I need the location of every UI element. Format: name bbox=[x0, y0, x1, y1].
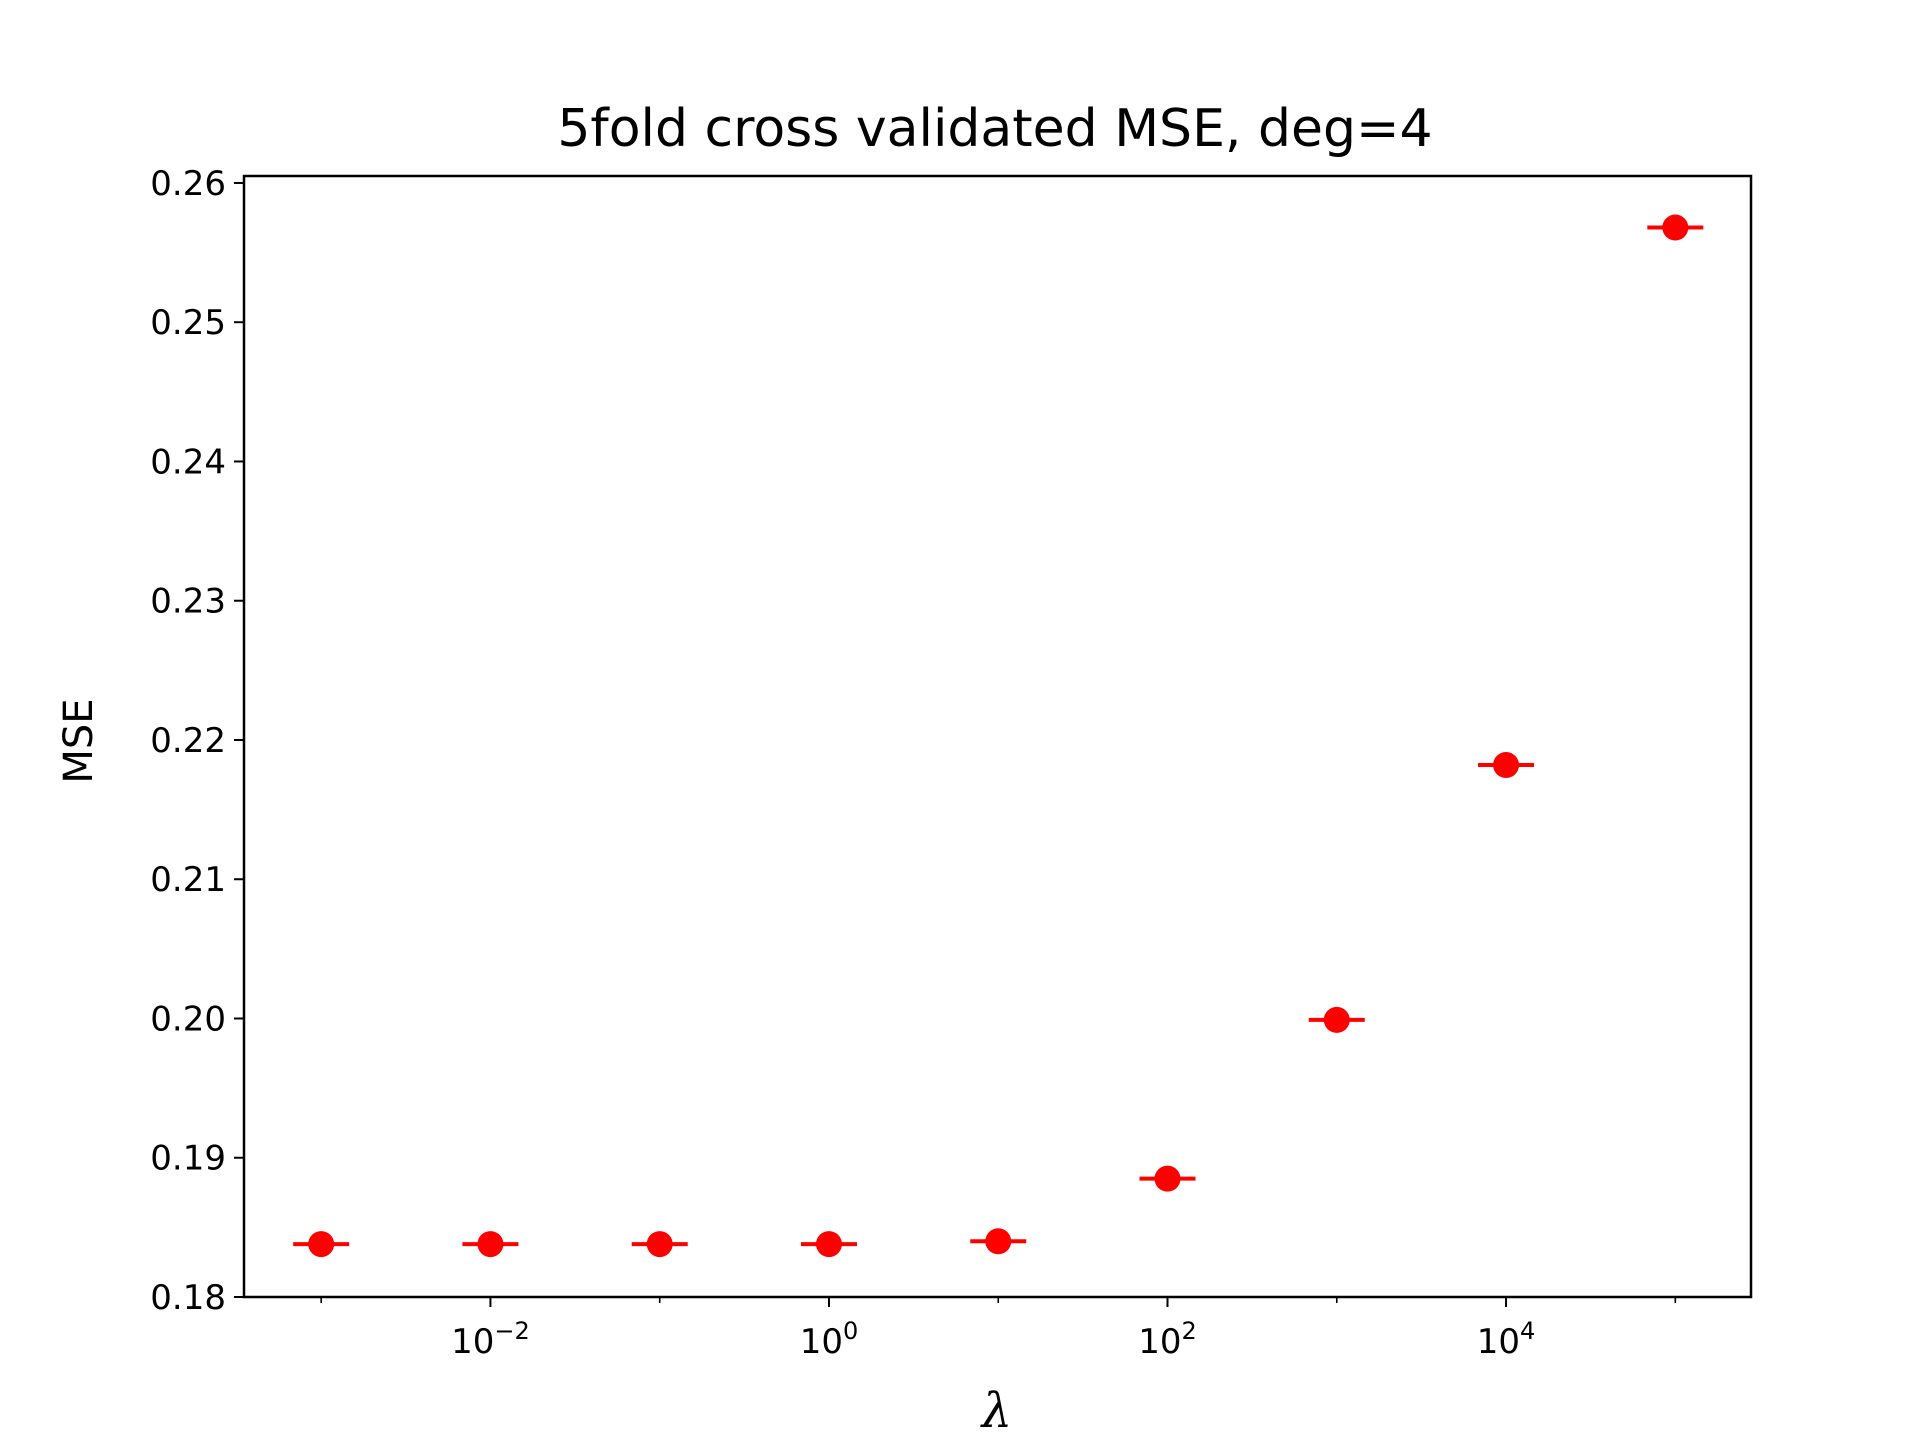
plot-frame bbox=[242, 174, 1753, 1299]
y-axis-label: MSE bbox=[56, 698, 102, 783]
y-tick-label-1: 0.19 bbox=[150, 1139, 226, 1179]
data-point-3 bbox=[815, 1231, 842, 1258]
y-tick-label-6: 0.24 bbox=[150, 442, 226, 482]
y-tick-label-3: 0.21 bbox=[150, 860, 226, 900]
data-point-7 bbox=[1493, 752, 1520, 779]
x-tick-label-1: 100 bbox=[800, 1317, 859, 1362]
y-tick-label-7: 0.25 bbox=[150, 303, 226, 343]
data-point-0 bbox=[308, 1231, 335, 1258]
y-tick-label-2: 0.20 bbox=[150, 999, 226, 1039]
data-point-1 bbox=[477, 1231, 504, 1258]
x-tick-label-0: 10−2 bbox=[451, 1317, 530, 1362]
data-point-4 bbox=[985, 1228, 1012, 1255]
data-point-8 bbox=[1662, 214, 1689, 241]
y-tick-label-0: 0.18 bbox=[150, 1278, 226, 1318]
x-axis-label: λ bbox=[980, 1383, 1012, 1439]
data-point-5 bbox=[1154, 1165, 1181, 1192]
x-tick-label-2: 102 bbox=[1138, 1317, 1197, 1362]
chart-title: 5fold cross validated MSE, deg=4 bbox=[557, 99, 1432, 159]
y-tick-label-8: 0.26 bbox=[150, 164, 226, 204]
data-point-2 bbox=[646, 1231, 673, 1258]
plot-area bbox=[293, 214, 1704, 1258]
y-tick-label-5: 0.23 bbox=[150, 582, 226, 622]
data-point-6 bbox=[1323, 1006, 1350, 1033]
y-tick-label-4: 0.22 bbox=[150, 721, 226, 761]
x-tick-label-3: 104 bbox=[1477, 1317, 1536, 1362]
